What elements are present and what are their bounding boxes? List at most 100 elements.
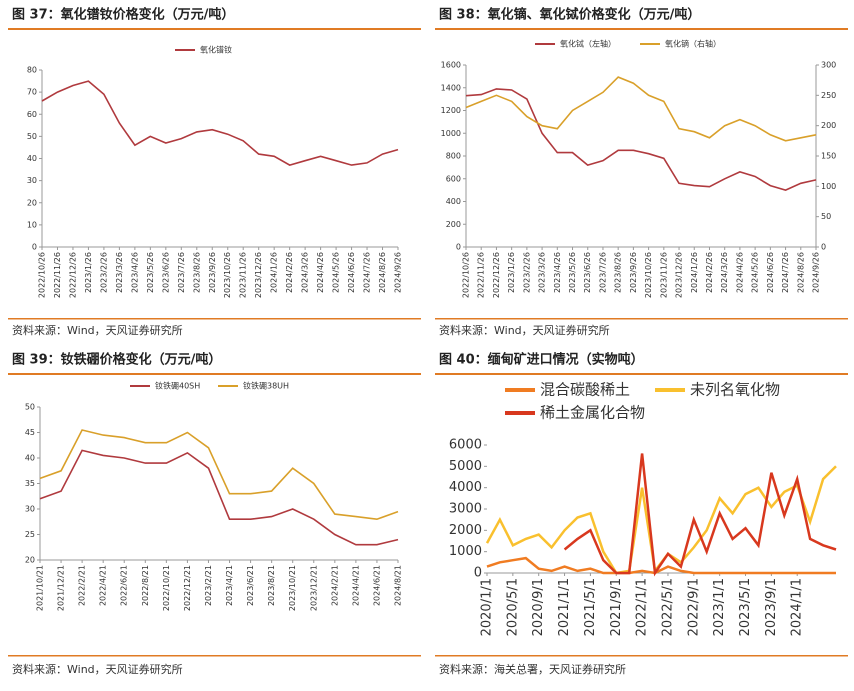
y-tick-label: 40 [25, 454, 35, 463]
y-tick-label: 20 [27, 198, 37, 207]
title-rule [8, 373, 421, 375]
x-tick-label: 2024/4/26 [735, 252, 744, 293]
legend-label: 钕铁硼38UH [243, 381, 289, 391]
y-tick-label: 35 [25, 479, 35, 488]
y-tick-label: 4000 [449, 480, 482, 495]
x-tick-label: 2024/5/26 [332, 252, 341, 293]
y-tick-label: 40 [27, 154, 37, 163]
series-line [485, 465, 837, 575]
x-tick-label: 2023/4/26 [130, 252, 139, 293]
chart-title: 图 38：氧化镝、氧化铽价格变化（万元/吨） [439, 7, 700, 23]
x-tick-label: 2024/7/26 [363, 252, 372, 293]
y-tick-label: 400 [446, 197, 461, 206]
x-tick-label: 2021/9/1 [609, 578, 624, 636]
legend-label: 氧化镨钕 [200, 45, 232, 55]
series-line [41, 80, 399, 166]
x-tick-label: 2024/7/26 [781, 252, 790, 293]
y-tick-label: 2000 [449, 523, 482, 538]
y-tick-label: 0 [456, 243, 461, 252]
x-tick-label: 2022/9/1 [686, 578, 701, 636]
chart-panel: 图 39：钕铁硼价格变化（万元/吨） 资料来源：Wind，天风证券研究所 20 25 3… [8, 352, 421, 676]
x-tick-label: 2024/8/21 [394, 565, 403, 606]
y-tick-label: 0 [474, 566, 482, 581]
x-tick-label: 2022/8/21 [141, 565, 150, 606]
y-tick-label: 30 [27, 176, 37, 185]
x-tick-label: 2024/1/26 [690, 252, 699, 293]
series-line [563, 453, 837, 577]
source: 资料来源：Wind，天风证券研究所 [12, 662, 183, 676]
x-tick-label: 2024/8/26 [796, 252, 805, 293]
x-tick-label: 2023/6/26 [583, 252, 592, 293]
x-tick-label: 2023/6/26 [161, 252, 170, 293]
series-line [465, 88, 817, 191]
legend-label: 稀土金属化合物 [540, 404, 645, 422]
x-tick-label: 2023/12/21 [309, 565, 318, 611]
x-tick-label: 2023/2/26 [522, 252, 531, 293]
x-tick-label: 2021/1/1 [557, 578, 572, 636]
x-tick-label: 2023/1/1 [712, 578, 727, 636]
x-tick-label: 2024/6/21 [372, 565, 381, 606]
y-tick-label: 1000 [441, 129, 461, 138]
y2-tick-label: 250 [821, 91, 836, 100]
x-tick-label: 2024/8/26 [378, 252, 387, 293]
x-tick-label: 2023/9/26 [629, 252, 638, 293]
x-tick-label: 2024/6/26 [766, 252, 775, 293]
title-rule [435, 373, 848, 375]
x-tick-label: 2023/5/26 [568, 252, 577, 293]
source-rule [8, 655, 421, 657]
title-rule [435, 28, 848, 30]
x-tick-label: 2020/5/1 [505, 578, 520, 636]
x-tick-label: 2023/8/26 [614, 252, 623, 293]
x-tick-label: 2023/5/26 [146, 252, 155, 293]
y-tick-label: 200 [446, 220, 461, 229]
y-tick-label: 0 [32, 243, 37, 252]
x-tick-label: 2023/11/26 [659, 252, 668, 298]
chart-panel: 图 37：氧化镨钕价格变化（万元/吨） 资料来源：Wind，天风证券研究所 0 10 2… [8, 7, 421, 337]
y-tick-label: 6000 [449, 438, 482, 453]
chart-panel: 图 38：氧化镝、氧化铽价格变化（万元/吨） 资料来源：Wind，天风证券研究所 0… [435, 7, 848, 337]
x-tick-label: 2023/6/21 [246, 565, 255, 606]
x-tick-label: 2022/11/26 [477, 252, 486, 298]
x-tick-label: 2024/1/26 [270, 252, 279, 293]
x-tick-label: 2024/6/26 [347, 252, 356, 293]
x-tick-label: 2024/2/26 [285, 252, 294, 293]
series-line [39, 449, 399, 546]
x-tick-label: 2022/6/21 [120, 565, 129, 606]
y-tick-label: 1000 [449, 544, 482, 559]
x-tick-label: 2024/4/26 [316, 252, 325, 293]
y-tick-label: 20 [25, 556, 35, 565]
y-tick-label: 80 [27, 66, 37, 75]
source: 资料来源：Wind，天风证券研究所 [12, 323, 183, 337]
x-tick-label: 2023/10/21 [288, 565, 297, 611]
x-tick-label: 2023/5/1 [738, 578, 753, 636]
y-tick-label: 10 [27, 220, 37, 229]
x-tick-label: 2023/3/26 [115, 252, 124, 293]
chart-title: 图 40：缅甸矿进口情况（实物吨） [439, 352, 644, 368]
x-tick-label: 2024/1/1 [790, 578, 805, 636]
x-tick-label: 2023/2/21 [204, 565, 213, 606]
y-tick-label: 1600 [441, 61, 461, 70]
x-tick-label: 2023/12/26 [675, 252, 684, 298]
x-tick-label: 2023/7/26 [598, 252, 607, 293]
y2-tick-label: 100 [821, 182, 836, 191]
x-tick-label: 2023/4/21 [225, 565, 234, 606]
x-tick-label: 2022/4/21 [99, 565, 108, 606]
y2-tick-label: 150 [821, 152, 836, 161]
x-tick-label: 2024/2/26 [705, 252, 714, 293]
x-tick-label: 2023/8/26 [192, 252, 201, 293]
legend-label: 钕铁硼40SH [155, 381, 200, 391]
series-line [465, 76, 817, 142]
chart-panel: 图 40：缅甸矿进口情况（实物吨） 资料来源：海关总署，天风证券研究所 0 1000 2… [435, 352, 848, 676]
x-tick-label: 2023/10/26 [644, 252, 653, 298]
y2-tick-label: 0 [821, 243, 826, 252]
x-tick-label: 2020/9/1 [531, 578, 546, 636]
x-tick-label: 2024/4/21 [351, 565, 360, 606]
x-tick-label: 2023/10/26 [223, 252, 232, 298]
y-tick-label: 1200 [441, 106, 461, 115]
y2-tick-label: 200 [821, 121, 836, 130]
x-tick-label: 2023/11/26 [239, 252, 248, 298]
y-tick-label: 70 [27, 88, 37, 97]
source: 资料来源：海关总署，天风证券研究所 [439, 662, 626, 676]
x-tick-label: 2021/5/1 [583, 578, 598, 636]
chart-title: 图 37：氧化镨钕价格变化（万元/吨） [12, 7, 234, 23]
